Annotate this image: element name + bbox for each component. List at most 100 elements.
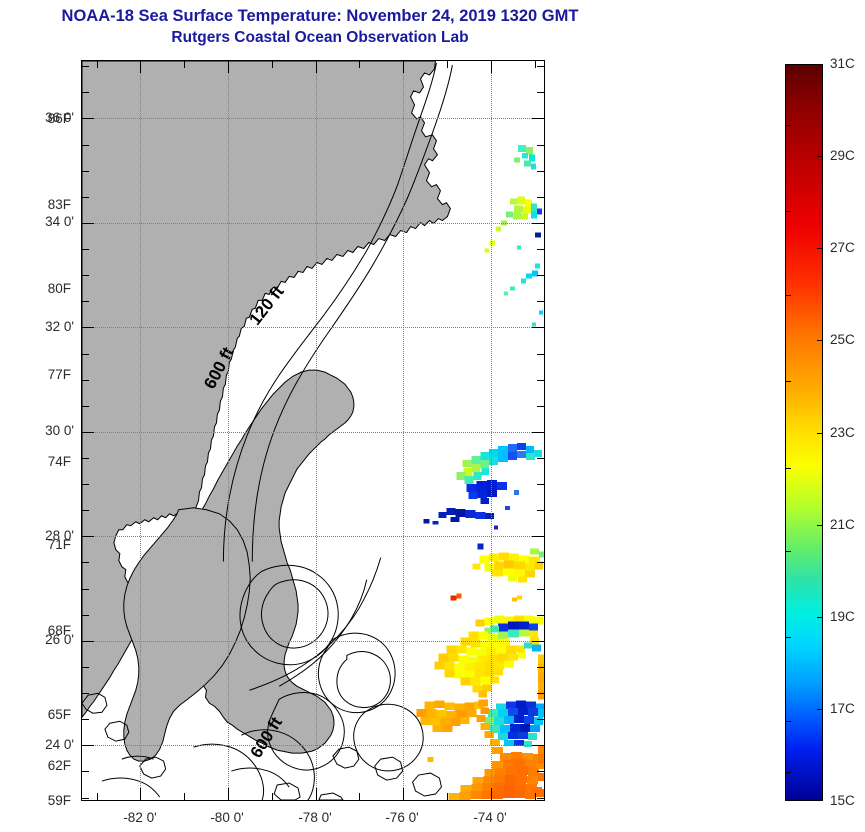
cb-label-15c: 15C — [830, 793, 855, 808]
xtick-minor — [534, 793, 536, 800]
ytick-minor — [82, 484, 89, 486]
xtick-major--82 — [140, 788, 142, 800]
cb-tick-77f — [785, 381, 791, 382]
cb-label-31c: 31C — [830, 56, 855, 71]
ytick-minor-r — [537, 249, 544, 250]
ytick-label-36: 36 0' — [45, 110, 74, 125]
ytick-minor — [82, 719, 89, 721]
ytick-minor-r — [537, 170, 544, 172]
ytick-minor-r — [537, 301, 544, 303]
ytick-minor — [82, 196, 89, 198]
ytick-minor — [82, 275, 89, 277]
cb-label-21c: 21C — [830, 517, 855, 532]
xtick-top-major — [490, 61, 492, 73]
cb-label-62f: 62F — [47, 758, 71, 773]
xtick-label--74: -74 0' — [473, 810, 507, 825]
cb-tick-62f — [785, 772, 791, 773]
ytick-minor — [82, 379, 89, 381]
cb-label-23c: 23C — [830, 425, 855, 440]
ytick-minor-r — [537, 484, 544, 486]
cb-label-29c: 29C — [830, 148, 855, 163]
ytick-label-26: 26 0' — [45, 632, 74, 647]
cb-label-77f: 77F — [47, 367, 71, 382]
ytick-minor-r — [537, 588, 544, 590]
ytick-minor — [82, 588, 89, 590]
xtick-minor — [184, 793, 186, 800]
xtick-top-minor — [359, 61, 361, 68]
ytick-minor — [82, 92, 89, 94]
ytick-minor-r — [537, 666, 544, 668]
cb-label-17c: 17C — [830, 701, 855, 716]
ytick-minor — [82, 457, 89, 459]
ytick-label-34: 34 0' — [45, 214, 74, 229]
cb-tick-31c — [817, 64, 823, 65]
xtick-top-minor — [184, 61, 186, 68]
cb-tick-71f — [785, 551, 791, 552]
xtick-label--78: -78 0' — [298, 810, 332, 825]
ytick-major-28 — [82, 536, 94, 538]
chart-title: NOAA-18 Sea Surface Temperature: Novembe… — [0, 6, 640, 48]
cb-label-74f: 74F — [47, 454, 71, 469]
xtick-label--82: -82 0' — [123, 810, 157, 825]
ytick-minor-r — [537, 614, 544, 616]
ytick-major-36 — [82, 118, 94, 120]
ytick-minor-r — [537, 562, 544, 564]
xtick-minor — [271, 793, 273, 800]
cb-label-27c: 27C — [830, 240, 855, 255]
ytick-label-28: 28 0' — [45, 528, 74, 543]
cb-label-65f: 65F — [47, 707, 71, 722]
xtick-top-major — [228, 61, 229, 73]
ytick-label-24: 24 0' — [45, 737, 74, 752]
ytick-label-32: 32 0' — [45, 319, 74, 334]
cb-label-80f: 80F — [47, 281, 71, 296]
cb-label-25c: 25C — [830, 332, 855, 347]
cb-label-86f: 86F — [47, 111, 71, 126]
ytick-minor — [82, 797, 89, 799]
colorbar-gradient — [786, 65, 822, 800]
xtick-minor — [96, 793, 98, 800]
temperature-colorbar[interactable] — [785, 64, 823, 801]
chart-title-line-2: Rutgers Coastal Ocean Observation Lab — [171, 29, 469, 46]
ytick-minor — [82, 405, 89, 407]
cb-tick-83f — [785, 211, 791, 212]
cb-tick-17c — [817, 709, 823, 710]
ytick-minor-r — [537, 719, 544, 721]
contour-label-layer: 120 ft 600 ft 600 ft — [82, 61, 544, 800]
cb-label-59f: 59F — [47, 793, 71, 808]
ytick-major-24-r — [532, 745, 544, 747]
ytick-minor — [82, 510, 89, 512]
ytick-major-26-r — [532, 640, 544, 642]
land-florida — [123, 507, 251, 762]
sst-pixels — [416, 144, 544, 800]
ytick-minor-r — [537, 66, 544, 68]
tick-layer — [82, 61, 544, 800]
cb-tick-65f — [785, 721, 791, 722]
ytick-minor — [82, 666, 89, 668]
cb-label-71f: 71F — [47, 537, 71, 552]
ytick-major-34 — [82, 222, 94, 224]
ytick-major-24 — [82, 745, 94, 747]
cb-tick-23c — [817, 433, 823, 434]
cb-tick-86f — [785, 125, 791, 126]
xtick-minor — [359, 793, 361, 800]
ytick-minor — [82, 614, 89, 616]
cb-label-83f: 83F — [47, 197, 71, 212]
cb-tick-19c — [817, 617, 823, 618]
cb-tick-74f — [785, 468, 791, 469]
ytick-minor-r — [537, 379, 544, 381]
sst-map-panel[interactable]: 120 ft 600 ft 600 ft — [81, 60, 545, 801]
xtick-label--80: -80 0' — [210, 810, 244, 825]
ytick-minor-r — [537, 92, 544, 94]
ytick-label-30: 30 0' — [45, 423, 74, 438]
land-coastline-layer — [82, 61, 544, 800]
ytick-major-34-r — [532, 222, 544, 224]
ytick-major-26 — [82, 640, 94, 642]
cb-label-68f: 68F — [47, 623, 71, 638]
xtick-top-major — [403, 61, 405, 73]
ytick-minor-r — [537, 457, 544, 459]
ytick-major-32-r — [532, 327, 544, 329]
ytick-minor-r — [537, 144, 544, 146]
bathymetry-contours — [82, 62, 453, 800]
ytick-minor — [82, 249, 89, 250]
xtick-top-major — [315, 61, 317, 73]
